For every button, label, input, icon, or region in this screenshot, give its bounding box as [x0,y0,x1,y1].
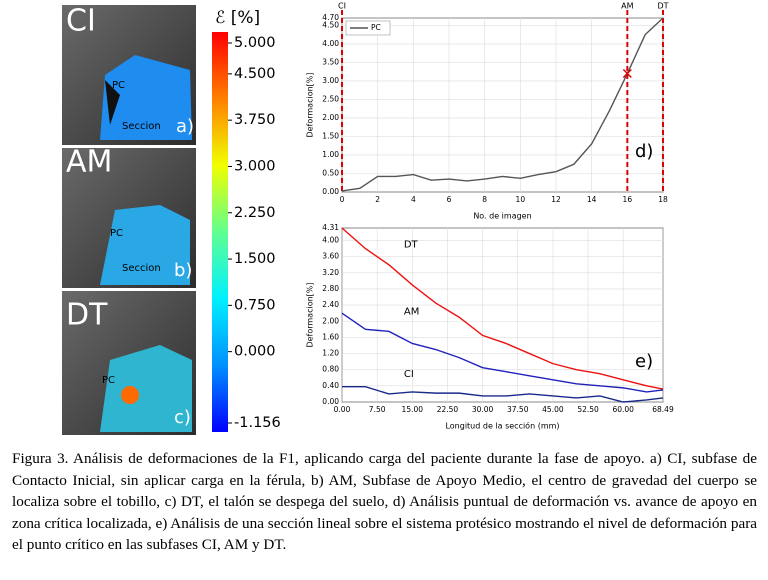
y-tick-label: 4.50 [322,20,339,29]
series-line [341,312,664,393]
stage-label: DT [66,298,108,333]
x-tick-label: 18 [658,195,668,204]
y-tick-label: 0.00 [322,187,339,196]
photo-label: Seccion [122,263,161,274]
y-tick-label: 3.00 [322,76,339,85]
x-tick-label: 6 [447,195,452,204]
x-axis-label: No. de imagen [473,212,531,221]
y-tick-label: 2.00 [322,113,339,122]
x-tick-label: 30.00 [472,405,494,414]
y-tick-label: 2.00 [322,316,339,325]
y-tick-label: 3.50 [322,57,339,66]
y-tick-label: 0.40 [322,381,339,390]
x-tick-label: 0 [340,195,345,204]
panel-label: e) [635,351,653,372]
panel-label: b) [174,260,192,281]
plot-area [341,227,664,403]
reference-label: AM [621,2,633,11]
photo-b: AM PC Seccion b) [62,145,196,288]
colorbar-tick-label: 5.000 [234,35,276,51]
panel-label: a) [176,116,194,137]
y-tick-label: 0.00 [322,397,339,406]
colorbar-tick-label: 4.500 [234,66,276,82]
plot-area [341,17,664,193]
colorbar [212,32,228,432]
x-tick-label: 2 [375,195,380,204]
y-tick-label: 2.40 [322,300,339,309]
x-axis-label: Longitud de la sección (mm) [445,421,559,431]
y-tick-label: 0.80 [322,365,339,374]
y-axis-label: Deformacion[%] [306,282,315,347]
photo-label: PC [110,228,123,239]
colorbar-tick-label: 2.250 [234,205,276,221]
panel-label: d) [635,141,653,162]
x-tick-label: 22.50 [437,405,459,414]
colorbar-label: ℰ [%] [215,8,260,28]
x-tick-label: 14 [587,195,597,204]
x-tick-label: 15.00 [402,405,424,414]
photo-label: Seccion [122,121,161,132]
legend-label: PC [371,23,381,32]
photo-label: PC [112,80,125,91]
x-tick-label: 4 [411,195,416,204]
x-tick-label: 0.00 [334,405,351,414]
y-tick-label: 1.20 [322,349,339,358]
y-tick-label: 4.70 [322,13,339,22]
stage-label: CI [66,4,96,39]
series-line [342,385,664,403]
y-tick-label: 1.00 [322,150,339,159]
x-tick-label: 16 [623,195,633,204]
x-tick-label: 8 [482,195,487,204]
y-tick-label: 2.50 [322,94,339,103]
panel-label: c) [174,407,191,428]
figure: CI PC Seccion a) AM PC Seccion b) DT PC … [62,2,674,435]
colorbar-tick-label: 0.750 [234,297,276,313]
highlight-marker [622,69,632,79]
colorbar-tick-label: 3.000 [234,158,276,174]
colorbar-tick-label: -1.156 [234,415,281,431]
y-tick-label: 3.60 [322,252,339,261]
reference-label: DT [657,2,668,11]
y-tick-label: 0.50 [322,168,339,177]
y-tick-label: 4.31 [322,223,339,232]
caption: Figura 3. Análisis de deformaciones de l… [12,450,757,553]
stage-label: AM [66,145,112,180]
y-tick-label: 4.00 [322,236,339,245]
y-tick-label: 3.20 [322,268,339,277]
series-line [341,17,664,192]
y-tick-label: 4.00 [322,39,339,48]
reference-label: CI [338,2,346,11]
x-tick-label: 60.00 [612,405,634,414]
photo-a: CI PC Seccion a) [62,4,196,145]
x-tick-label: 7.50 [369,405,386,414]
y-tick-label: 2.80 [322,284,339,293]
x-tick-label: 68.49 [652,405,674,414]
x-tick-label: 52.50 [577,405,599,414]
series-label: AM [404,306,419,317]
series-line [341,227,664,390]
series-label: DT [404,240,419,251]
colorbar-tick-label: 0.000 [234,344,276,360]
colorbar-tick-label: 1.500 [234,251,276,267]
colorbar-tick-label: 3.750 [234,112,276,128]
photo-c: DT PC c) [62,291,196,435]
photo-label: PC [102,375,115,386]
x-tick-label: 10 [516,195,526,204]
y-tick-label: 1.60 [322,332,339,341]
y-axis-label: Deformacion[%] [306,72,315,137]
x-tick-label: 12 [551,195,561,204]
x-tick-label: 37.50 [507,405,529,414]
series-label: CI [404,369,414,380]
y-tick-label: 1.50 [322,131,339,140]
x-tick-label: 45.00 [542,405,564,414]
